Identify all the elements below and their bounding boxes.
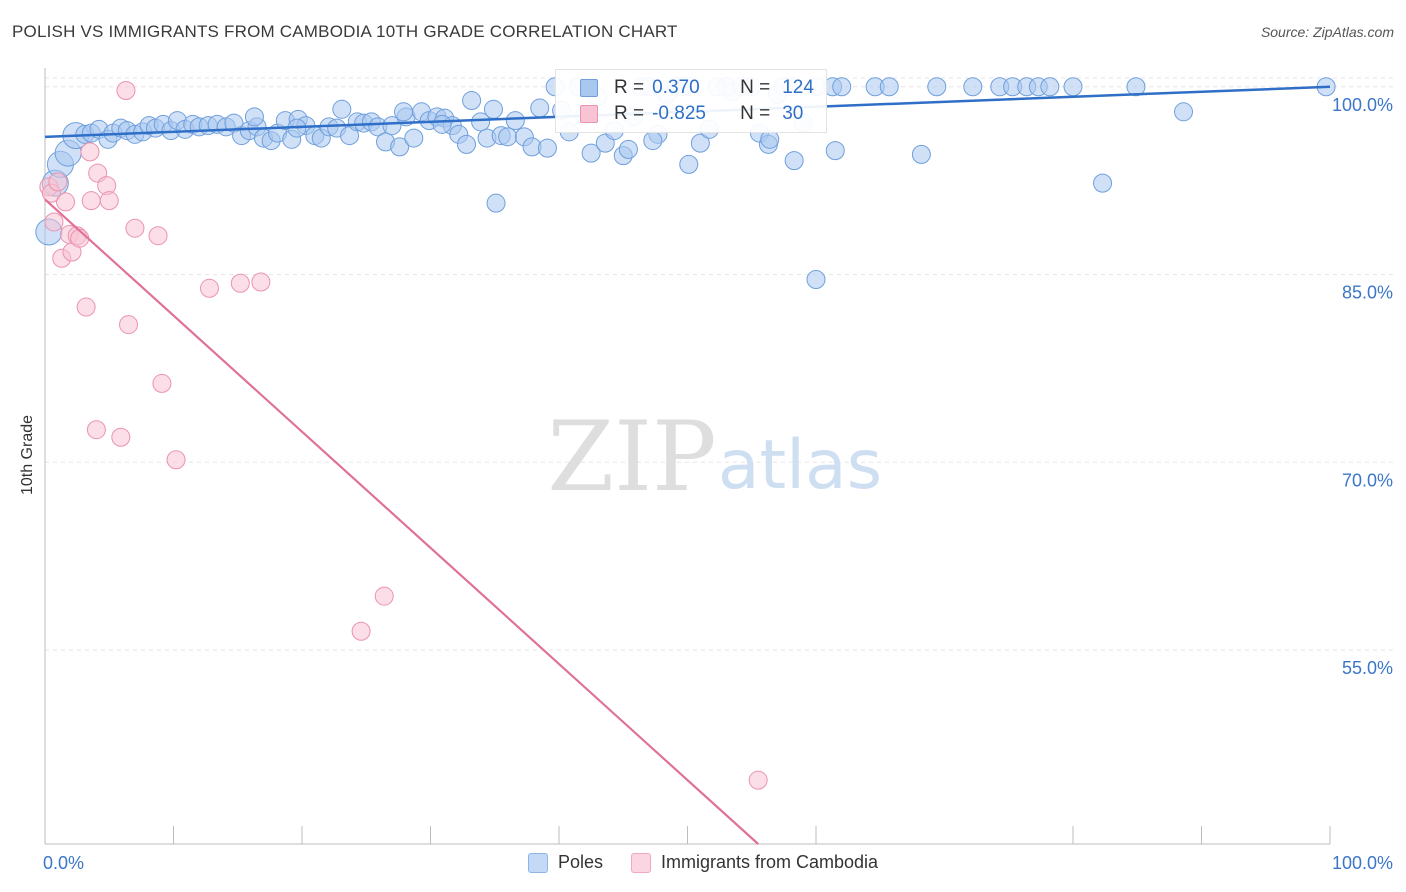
poles-point-108 [825,141,845,161]
cambodia-point-11 [81,191,101,211]
poles-point-129 [432,114,452,134]
cambodia-point-16 [111,427,131,447]
cambodia-point-24 [230,273,250,293]
cambodia-point-18 [119,315,139,335]
poles-point-59 [471,112,491,132]
legend-item-poles[interactable]: Poles [527,852,603,873]
poles-point-123 [1126,77,1146,97]
y-tick-label-3: 100.0% [1332,95,1393,115]
cambodia-point-9 [76,297,96,317]
tick-labels: 55.0% 70.0% 85.0% 100.0% 0.0% 100.0% [43,95,1393,873]
n-label: N = [740,77,771,98]
chart-title: POLISH VS IMMIGRANTS FROM CAMBODIA 10TH … [12,22,678,41]
poles-point-47 [382,116,402,136]
poles-point-103 [911,144,931,164]
poles-legend-swatch [527,852,548,873]
poles-point-124 [1174,102,1194,122]
poles-point-64 [505,111,525,131]
cambodia-point-21 [152,373,172,393]
cambodia-point-4 [56,192,76,212]
stats-row-cambodia: R = -0.825 N = 30 [580,101,803,127]
x-tick-label-0: 0.0% [43,853,84,873]
cambodia-point-28 [748,770,768,790]
watermark-atlas: atlas [718,426,882,505]
poles-point-50 [404,128,424,148]
cambodia-point-23 [199,278,219,298]
poles-point-121 [1063,77,1083,97]
x-tick-label-1: 100.0% [1332,853,1393,873]
poles-point-127 [394,102,414,122]
poles-point-68 [537,138,557,158]
cambodia-point-27 [374,586,394,606]
cambodia-legend-swatch [630,852,651,873]
cambodia-point-25 [251,272,271,292]
y-tick-label-0: 55.0% [1342,658,1393,678]
n-label: N = [740,103,771,124]
poles-point-106 [760,129,780,149]
cambodia-point-17 [116,81,136,101]
gridlines [45,77,1395,651]
bottom-legend: Poles Immigrants from Cambodia [0,852,1406,873]
poles-point-109 [784,151,804,171]
cambodia-point-29 [48,172,68,192]
cambodia-point-12 [86,420,106,440]
cambodia-swatch [580,105,598,123]
r-label: R = [614,103,645,124]
source-label: Source: ZipAtlas.com [1260,24,1394,40]
poles-point-122 [1093,173,1113,193]
r-value: 0.370 [652,77,700,98]
poles-point-40 [332,99,352,119]
cambodia-point-22 [166,450,186,470]
legend-label-cambodia: Immigrants from Cambodia [660,852,879,872]
legend-item-cambodia[interactable]: Immigrants from Cambodia [630,852,879,873]
cambodia-point-10 [80,142,100,162]
poles-point-87 [690,133,710,153]
poles-point-63 [498,127,518,147]
y-tick-label-1: 70.0% [1342,470,1393,490]
poles-point-102 [832,77,852,97]
poles-point-120 [1040,77,1060,97]
cambodia-point-20 [148,226,168,246]
poles-point-48 [390,137,410,157]
poles-point-107 [618,139,638,159]
r-label: R = [614,77,645,98]
cambodia-point-26 [351,621,371,641]
poles-point-115 [963,77,983,97]
cambodia-point-15 [99,191,119,211]
cambodia-point-2 [44,212,64,232]
poles-point-111 [643,131,663,151]
n-value: 30 [782,103,804,124]
poles-point-61 [483,99,503,119]
poles-point-126 [244,107,264,127]
poles-point-57 [456,134,476,154]
stats-row-poles: R = 0.370 N = 124 [580,75,814,101]
legend-label-poles: Poles [557,852,603,872]
poles-swatch [580,79,598,97]
poles-point-114 [927,77,947,97]
poles-point-113 [879,77,899,97]
r-value: -0.825 [652,103,706,124]
cambodia-trendline [44,198,759,845]
poles-point-110 [679,154,699,174]
poles-point-58 [462,91,482,111]
poles-point-104 [806,270,826,290]
y-tick-label-2: 85.0% [1342,283,1393,303]
poles-point-74 [581,143,601,163]
watermark-zip: ZIP [547,401,716,513]
n-value: 124 [782,77,814,98]
cambodia-point-19 [125,218,145,238]
poles-point-67 [530,98,550,118]
stats-legend: R = 0.370 N = 124 R = -0.825 N = 30 [555,69,827,133]
poles-point-105 [486,193,506,213]
